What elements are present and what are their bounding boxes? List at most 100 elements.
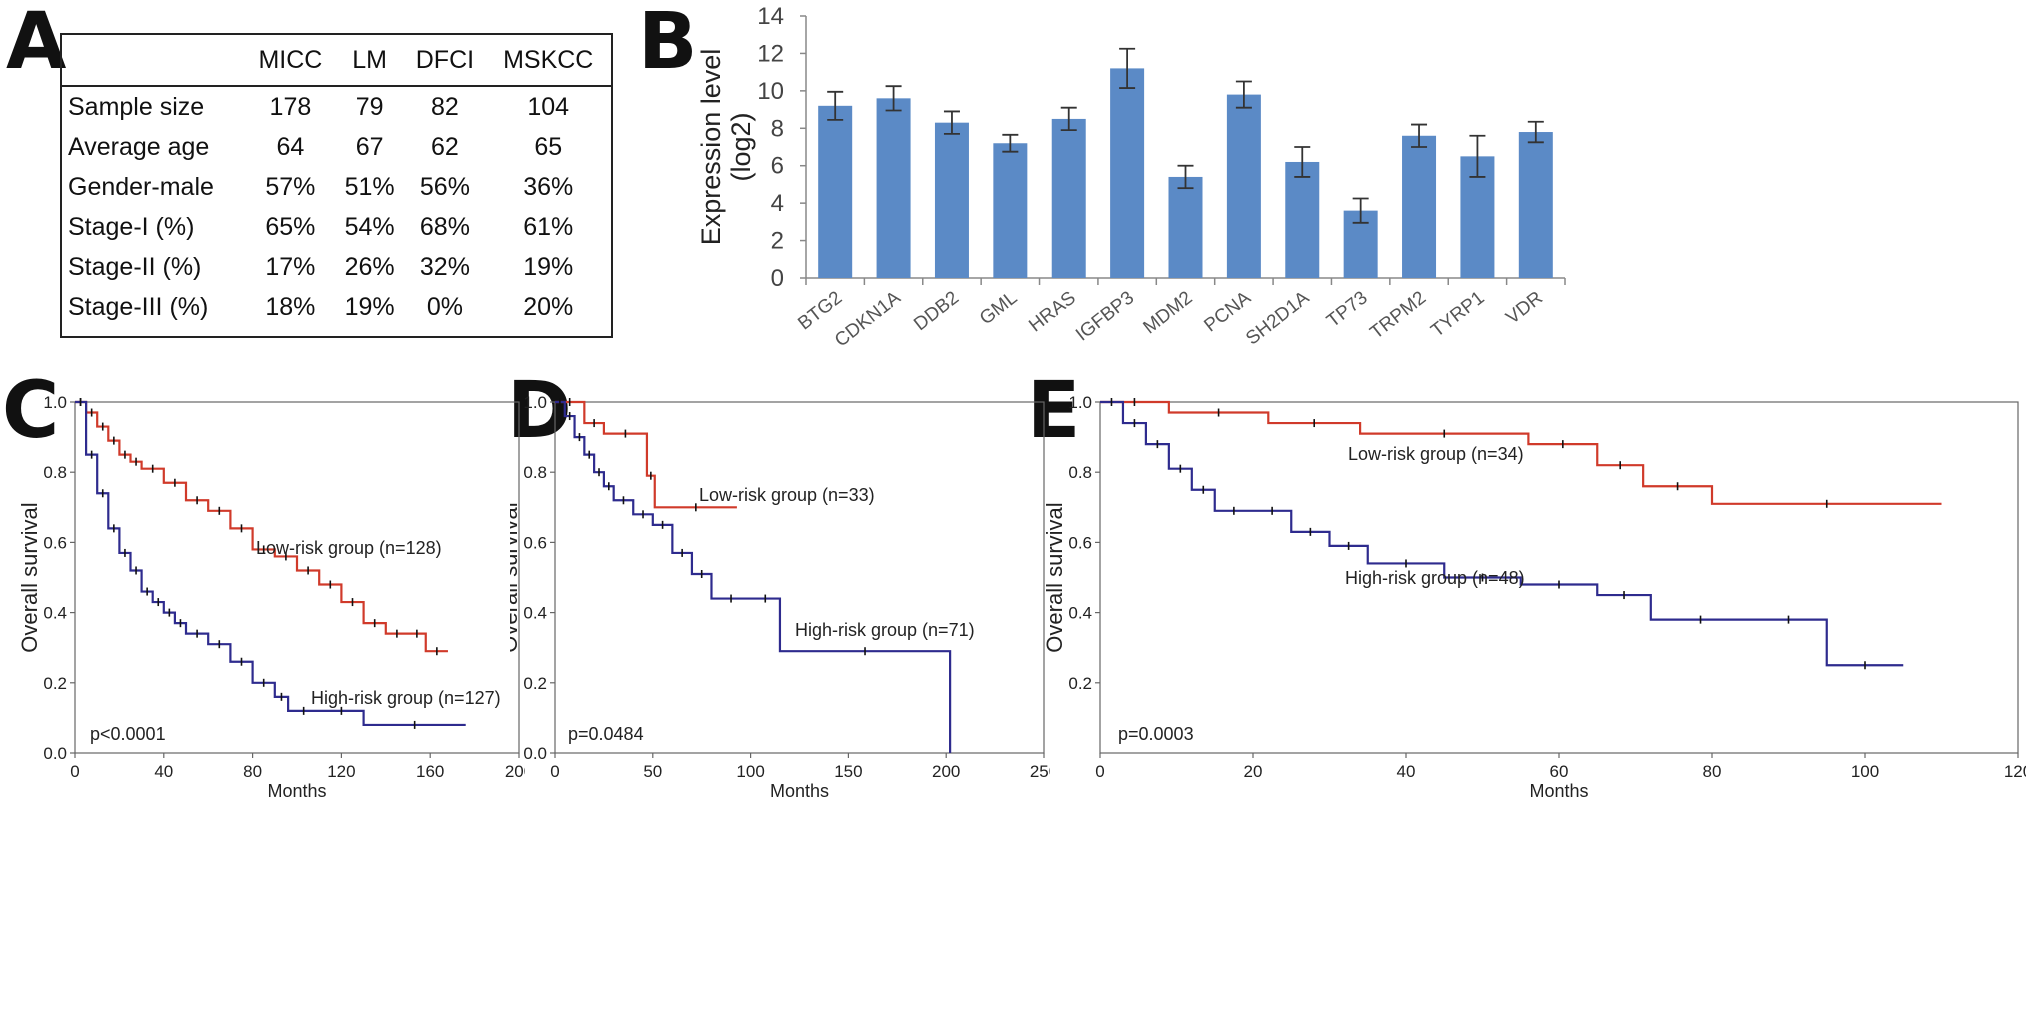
y-tick-label: 2 [771,228,784,255]
table-row: Stage-I (%) 65% 54% 68% 61% [62,207,611,247]
x-tick-label: TP73 [1323,287,1372,332]
x-axis-label: Months [770,781,829,801]
p-value-label: p=0.0003 [1118,724,1194,744]
y-tick-label: 0.8 [523,463,547,482]
y-tick-label: 8 [771,115,784,142]
x-tick-label: GML [976,287,1021,329]
panel-label-e: E [1027,366,1081,456]
bar [1168,176,1203,278]
x-tick-label: VDR [1502,287,1547,328]
y-tick-label: 0.0 [43,744,67,763]
y-tick-label: 0.8 [43,463,67,482]
bar [934,122,969,279]
bar [1226,94,1261,278]
y-tick-label: 0.8 [1068,463,1092,482]
table-cell: 51% [344,172,395,201]
bar [1518,132,1553,278]
y-tick-label: 0.0 [523,744,547,763]
table-row-label: Stage-II (%) [68,252,202,281]
table-cell: 19% [523,252,574,281]
y-axis-label: Overall survival [510,502,522,652]
y-tick-label: 0.6 [523,533,547,552]
y-tick-label: 14 [757,3,784,30]
x-tick-label: 200 [505,762,525,781]
x-tick-label: IGFBP3 [1072,287,1138,345]
x-tick-label: 20 [1244,762,1263,781]
x-tick-label: 250 [1030,762,1050,781]
table-cell: 178 [269,92,312,121]
y-tick-label: 0.4 [1068,604,1092,623]
y-axis-label-line: Expression level [696,49,726,246]
y-tick-label: 12 [757,40,784,67]
table-header-cell: MICC [246,35,335,87]
low-risk-label: Low-risk group (n=34) [1348,444,1524,464]
high-risk-label: High-risk group (n=48) [1345,568,1525,588]
table-cell: 64 [276,132,305,161]
bar [993,143,1028,278]
y-tick-label: 0.2 [1068,674,1092,693]
low-risk-curve [75,400,448,653]
y-tick-label: 0.6 [1068,533,1092,552]
table-header-cell: MSKCC [485,35,611,87]
x-tick-label: 60 [1550,762,1569,781]
table-cell: 67 [355,132,384,161]
table-cell: 36% [523,172,574,201]
bar [1402,135,1437,278]
table-cell: 104 [527,92,570,121]
table-row-label: Stage-I (%) [68,212,195,241]
y-tick-label: 0 [771,265,784,292]
y-tick-label: 0.2 [523,674,547,693]
y-axis-label: Overall survival [1042,502,1067,652]
x-tick-label: 120 [327,762,355,781]
table-cell: 26% [344,252,395,281]
bar [818,105,853,278]
table-row: Average age 64 67 62 65 [62,127,611,167]
y-tick-label: 0.6 [43,533,67,552]
x-axis-label: Months [267,781,326,801]
high-risk-label: High-risk group (n=71) [795,620,975,640]
panel-label-b: B [638,0,698,87]
table-cell: 79 [355,92,384,121]
high-risk-curve [1100,400,1904,667]
y-tick-label: 4 [771,190,784,217]
x-tick-label: 160 [416,762,444,781]
bar [1285,161,1320,278]
table-cell: 62 [431,132,459,161]
table-row: Stage-II (%) 17% 26% 32% 19% [62,247,611,287]
table-cell: 54% [344,212,395,241]
y-tick-label: 0.4 [523,604,547,623]
y-axis-label: Expression level(log2) [696,49,756,246]
plot-frame [74,401,520,754]
high-risk-curve [555,400,952,753]
table-row: Stage-III (%) 18% 19% 0% 20% [62,287,611,327]
x-tick-label: TRPM2 [1366,287,1430,343]
y-axis-label: Overall survival [17,502,42,652]
cohort-table: MICC LM DFCI MSKCC Sample size 178 79 82… [62,35,611,327]
table-cell: 68% [419,212,470,241]
x-tick-label: MDM2 [1140,287,1197,338]
table-cell: 65% [265,212,316,241]
panel-label-c: C [2,366,60,456]
table-row: Gender-male 57% 51% 56% 36% [62,167,611,207]
table-cell: 65 [534,132,563,161]
survival-chart-d: 0 50 100 150 200 250 0.0 0.2 0.4 0.6 0.8 1.0 Months O… [510,393,1050,801]
bar [1110,68,1145,279]
x-tick-label: 120 [2004,762,2026,781]
high-risk-curve [75,400,466,727]
table-cell: 19% [344,292,395,321]
x-tick-label: SH2D1A [1242,287,1313,349]
y-tick-label: 1.0 [523,393,547,412]
table-row-label: Gender-male [68,172,214,201]
table-cell: 18% [265,292,316,321]
panel-label-a: A [6,0,67,87]
bar [1051,118,1086,278]
x-tick-label: 50 [643,762,662,781]
y-tick-label: 0.4 [43,604,67,623]
table-row-label: Average age [68,132,210,161]
x-tick-label: TYRP1 [1427,287,1488,341]
y-axis-label-line: (log2) [726,112,756,181]
table-cell: 17% [265,252,316,281]
panel-label-d: D [507,366,572,456]
table-cell: 61% [523,212,574,241]
table-row-label: Stage-III (%) [68,292,209,321]
